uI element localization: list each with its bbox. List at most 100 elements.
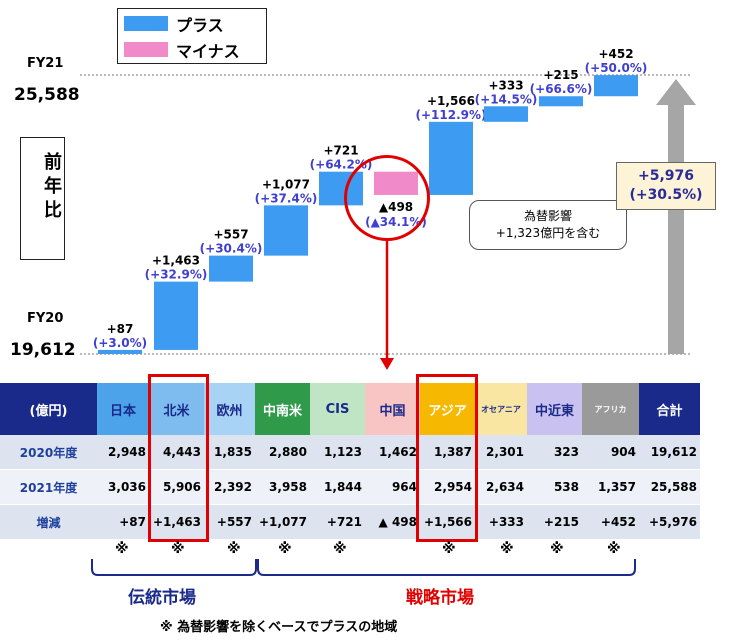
- table-header-3: 中南米: [255, 383, 310, 435]
- table-cell: 538: [527, 469, 582, 505]
- pct-label-3: (+37.4%): [255, 191, 318, 205]
- table-cell: 964: [365, 469, 420, 505]
- china-connector-arrowhead: [380, 358, 394, 370]
- table-corner: (億円): [0, 383, 97, 435]
- legend-minus-label: マイナス: [176, 42, 240, 61]
- table-header-9: アフリカ: [582, 383, 639, 435]
- table-cell: +721: [310, 504, 365, 540]
- note-mark-8: ※: [607, 541, 621, 557]
- note-mark-0: ※: [115, 541, 129, 557]
- table-cell: 1,357: [582, 469, 639, 505]
- group-strategic-label: 戦略市場: [406, 588, 474, 608]
- fy21-label: FY21: [27, 56, 64, 71]
- pct-label-6: (+112.9%): [415, 108, 486, 122]
- highlight-china-circle: [344, 155, 430, 241]
- fx-note-line2: +1,323億円を含む: [495, 226, 601, 240]
- value-label-6: +1,566: [427, 94, 475, 108]
- table-header-row: (億円) 日本 北米 欧州 中南米 CIS 中国 アジア オセアニア 中近東 アフリカ 合計: [0, 383, 700, 435]
- table-cell: 1,387: [420, 435, 475, 470]
- note-mark-4: ※: [333, 541, 347, 557]
- value-label-7: +333: [488, 78, 523, 92]
- table-cell: 2,948: [97, 435, 149, 470]
- pct-label-8: (+66.6%): [530, 82, 593, 96]
- highlight-north-america: [148, 374, 209, 542]
- group-brackets: [91, 559, 636, 576]
- value-label-0: +87: [107, 322, 134, 336]
- table-cell: 4,443: [149, 435, 204, 470]
- group-traditional-label: 伝統市場: [128, 588, 196, 608]
- table-row: 増減 +87 +1,463 +557 +1,077 +721 ▲ 498 +1,566 +333…: [0, 504, 700, 540]
- table-cell: 2,954: [420, 469, 475, 505]
- bar-2: [209, 255, 253, 282]
- region-table: (億円) 日本 北米 欧州 中南米 CIS 中国 アジア オセアニア 中近東 アフリカ 合計 202…: [0, 383, 700, 540]
- bracket-strategic: [257, 559, 636, 576]
- pct-label-9: (+50.0%): [585, 61, 648, 75]
- table-cell: 5,906: [149, 469, 204, 505]
- pct-label-7: (+14.5%): [475, 92, 538, 106]
- pct-label-0: (+3.0%): [93, 336, 147, 350]
- table-header-8: 中近東: [527, 383, 582, 435]
- bar-3: [264, 205, 308, 256]
- bar-6: [429, 121, 473, 195]
- table-row-label: 2021年度: [0, 469, 97, 505]
- table-cell: 25,588: [639, 469, 700, 505]
- bar-9: [594, 75, 638, 97]
- table-cell: 1,123: [310, 435, 365, 470]
- value-label-1: +1,463: [152, 254, 200, 268]
- table-header-2: 欧州: [204, 383, 255, 435]
- table-cell: +1,077: [255, 504, 310, 540]
- table-header-10: 合計: [639, 383, 700, 435]
- table-cell: 2,392: [204, 469, 255, 505]
- fx-note: 為替影響 +1,323億円を含む: [469, 200, 627, 250]
- table-cell: 2,880: [255, 435, 310, 470]
- legend-plus-swatch: [124, 16, 168, 31]
- table-cell: +87: [97, 504, 149, 540]
- note-mark-7: ※: [550, 541, 564, 557]
- table-cell: +333: [475, 504, 527, 540]
- table-cell: ▲ 498: [365, 504, 420, 540]
- table-cell: +557: [204, 504, 255, 540]
- total-change-value: +5,976: [637, 168, 694, 184]
- table-cell: 1,844: [310, 469, 365, 505]
- fy21-value: 25,588: [14, 85, 80, 105]
- table-cell: +215: [527, 504, 582, 540]
- table-header-0: 日本: [97, 383, 149, 435]
- table-cell: 323: [527, 435, 582, 470]
- total-change-arrow: [656, 79, 696, 354]
- note-mark-1: ※: [171, 541, 185, 557]
- legend: プラス マイナス: [117, 8, 267, 64]
- total-change-box: +5,976 (+30.5%): [616, 162, 716, 210]
- fy20-label: FY20: [27, 311, 64, 326]
- table-header-7: オセアニア: [475, 383, 527, 435]
- bar-8: [539, 96, 583, 107]
- legend-minus-swatch: [124, 42, 168, 57]
- table-cell: 904: [582, 435, 639, 470]
- table-row: 2021年度 3,036 5,906 2,392 3,958 1,844 964 2,954 2…: [0, 469, 700, 505]
- table-cell: 2,301: [475, 435, 527, 470]
- pct-label-2: (+30.4%): [200, 242, 263, 256]
- table-header-6: アジア: [420, 383, 475, 435]
- table-header-1: 北米: [149, 383, 204, 435]
- table-cell: +5,976: [639, 504, 700, 540]
- value-label-2: +557: [213, 228, 248, 242]
- table-cell: 1,462: [365, 435, 420, 470]
- fx-note-line1: 為替影響: [523, 209, 572, 223]
- table-cell: 2,634: [475, 469, 527, 505]
- note-mark-2: ※: [227, 541, 241, 557]
- value-label-4: +721: [323, 144, 358, 158]
- yoy-label-box: 前年比: [20, 137, 65, 260]
- table-row-label: 増減: [0, 504, 97, 540]
- table-cell: +1,566: [420, 504, 475, 540]
- note-mark-6: ※: [500, 541, 514, 557]
- value-label-8: +215: [543, 68, 578, 82]
- legend-plus-label: プラス: [176, 16, 224, 35]
- total-change-pct: (+30.5%): [629, 187, 703, 203]
- note-mark-3: ※: [278, 541, 292, 557]
- table-cell: 1,835: [204, 435, 255, 470]
- table-cell: 3,036: [97, 469, 149, 505]
- footnote: ※ 為替影響を除くベースでプラスの地域: [160, 620, 398, 635]
- note-mark-5: ※: [442, 541, 456, 557]
- table-row: 2020年度 2,948 4,443 1,835 2,880 1,123 1,462 1,38…: [0, 435, 700, 470]
- pct-label-1: (+32.9%): [145, 268, 208, 282]
- bar-1: [154, 281, 198, 350]
